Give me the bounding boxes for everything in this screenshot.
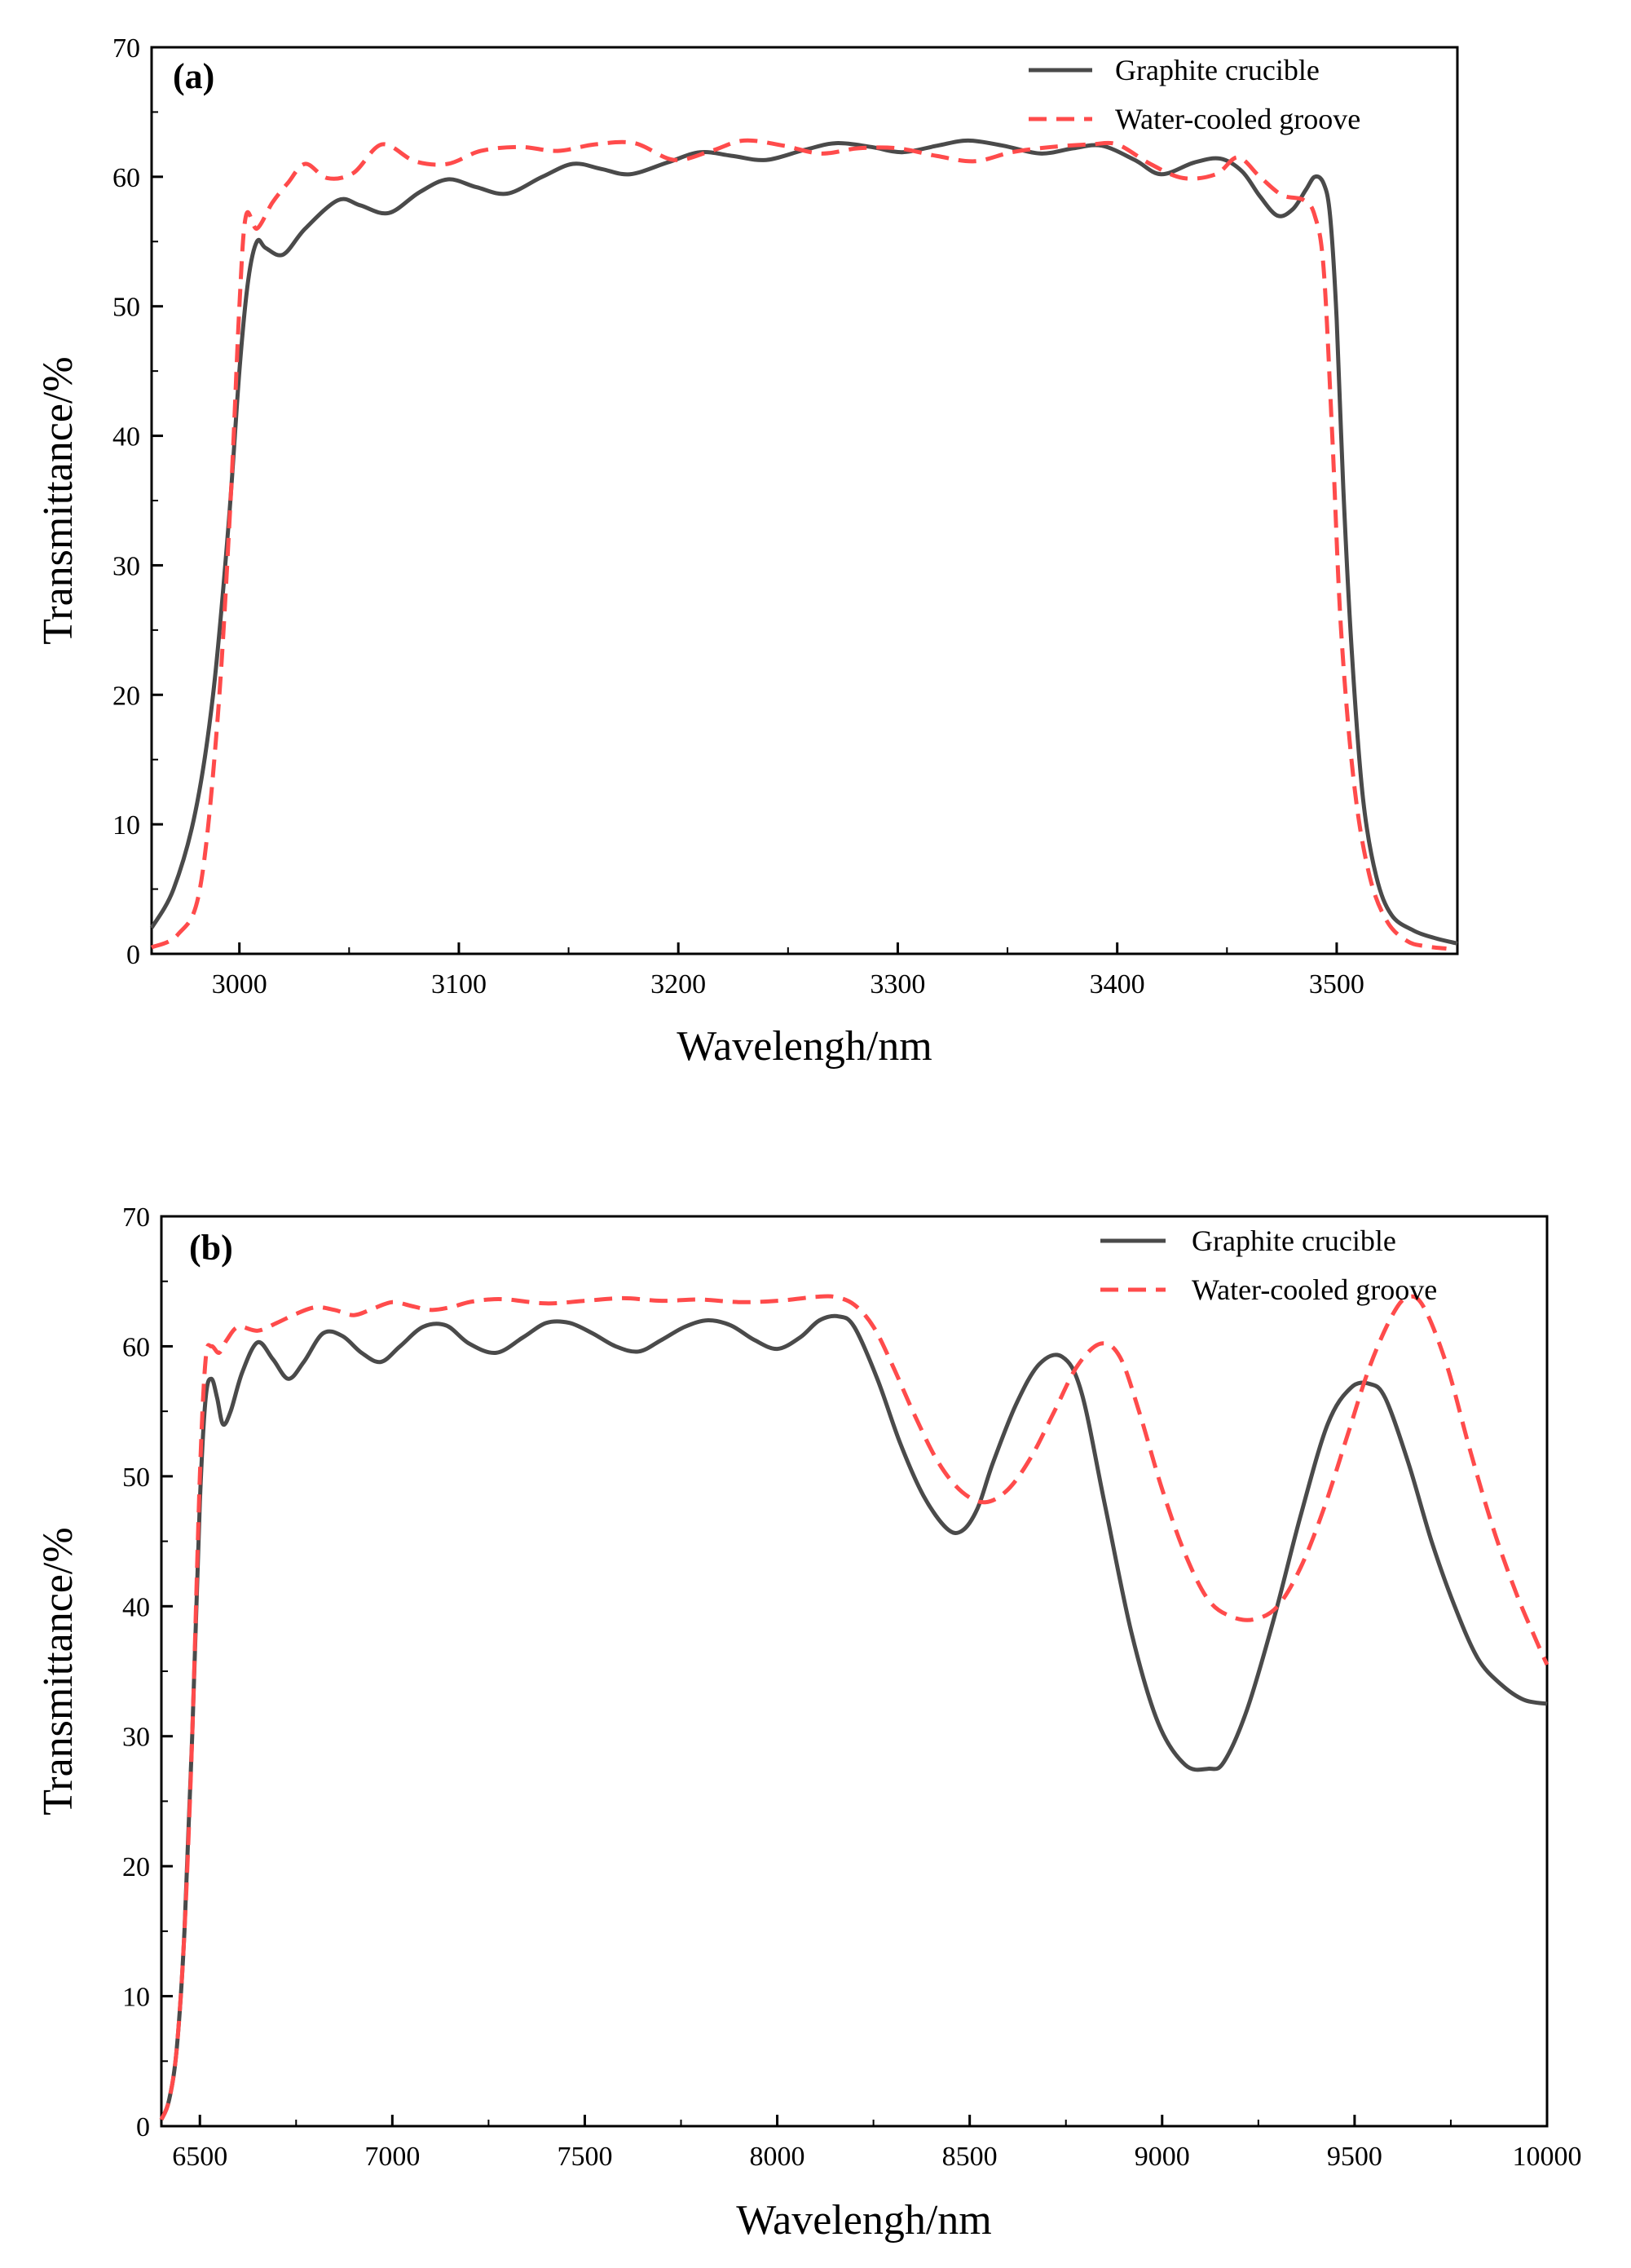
x-tick-label-b-8500: 8500 (942, 2142, 998, 2172)
axis-ticks-b (161, 1215, 1549, 2128)
legend-label-graphite-crucible-b: Graphite crucible (1192, 1224, 1396, 1257)
tick-labels-a: 3000 3100 3200 3300 3400 3500 0 10 20 30 40 50 60 70 (112, 33, 1364, 999)
chart-panel-b: 6500 7000 7500 8000 8500 9000 9500 10000 0 10 20 30… (35, 1202, 1582, 2244)
series-line-graphite-crucible-b (159, 1313, 1548, 2121)
y-tick-label-b-70: 70 (122, 1202, 150, 1233)
series-line-graphite-crucible-a (149, 138, 1458, 946)
x-tick-label-b-8000: 8000 (750, 2142, 805, 2172)
x-tick-label-b-7000: 7000 (364, 2142, 420, 2172)
chart-panel-a: 3000 3100 3200 3300 3400 3500010203040506070 … (35, 33, 1459, 1070)
series-group-b (159, 1294, 1549, 2121)
y-tick-label-b-0: 0 (136, 2112, 150, 2142)
tick-labels-b: 6500 7000 7500 8000 8500 9000 9500 10000 0 10 20 30… (122, 1202, 1582, 2172)
legend-label-water-cooled-groove-b: Water-cooled groove (1192, 1273, 1437, 1306)
y-tick-label-a-20: 20 (112, 681, 140, 711)
x-tick-label-b-9000: 9000 (1135, 2142, 1190, 2172)
y-tick-label-a-70: 70 (112, 33, 140, 64)
x-tick-label-a-3200: 3200 (650, 969, 706, 999)
legend-label-water-cooled-groove-a: Water-cooled groove (1115, 103, 1360, 135)
y-tick-label-b-20: 20 (122, 1852, 150, 1882)
x-tick-label-a-3300: 3300 (870, 969, 925, 999)
y-axis-title-b: Transmittance/% (35, 1527, 82, 1815)
y-tick-label-a-40: 40 (112, 422, 140, 452)
y-tick-label-a-50: 50 (112, 293, 140, 323)
y-tick-label-a-0: 0 (126, 940, 140, 970)
x-tick-label-a-3500: 3500 (1309, 969, 1364, 999)
y-tick-label-b-30: 30 (122, 1723, 150, 1753)
x-axis-title-a: Wavelengh/nm (677, 1023, 932, 1070)
legend-b: Graphite crucible Water-cooled groove (1100, 1224, 1437, 1306)
series-line-water-cooled-groove-a (150, 138, 1447, 951)
panel-label-b: (b) (189, 1228, 233, 1268)
x-tick-label-b-9500: 9500 (1327, 2142, 1382, 2172)
y-axis-title-a: Transmittance/% (35, 356, 82, 644)
y-tick-label-b-60: 60 (122, 1332, 150, 1362)
series-line-water-cooled-groove-b (159, 1294, 1549, 2121)
y-tick-label-b-10: 10 (122, 1983, 150, 2013)
y-tick-label-b-50: 50 (122, 1463, 150, 1493)
series-group-a (149, 138, 1458, 951)
x-tick-label-b-10000: 10000 (1513, 2142, 1582, 2172)
panel-label-a: (a) (173, 56, 214, 96)
x-tick-label-a-3100: 3100 (431, 969, 487, 999)
x-tick-label-b-7500: 7500 (557, 2142, 612, 2172)
y-tick-label-b-40: 40 (122, 1592, 150, 1622)
legend-label-graphite-crucible-a: Graphite crucible (1115, 54, 1320, 86)
axis-ticks-a (152, 46, 1338, 955)
x-axis-title-b: Wavelengh/nm (736, 2197, 992, 2244)
x-tick-label-b-6500: 6500 (172, 2142, 227, 2172)
y-tick-label-a-60: 60 (112, 163, 140, 193)
x-tick-label-a-3000: 3000 (212, 969, 267, 999)
y-tick-label-a-10: 10 (112, 810, 140, 841)
legend-a: Graphite crucible Water-cooled groove (1029, 54, 1360, 135)
y-tick-label-a-30: 30 (112, 551, 140, 581)
x-tick-label-a-3400: 3400 (1090, 969, 1145, 999)
